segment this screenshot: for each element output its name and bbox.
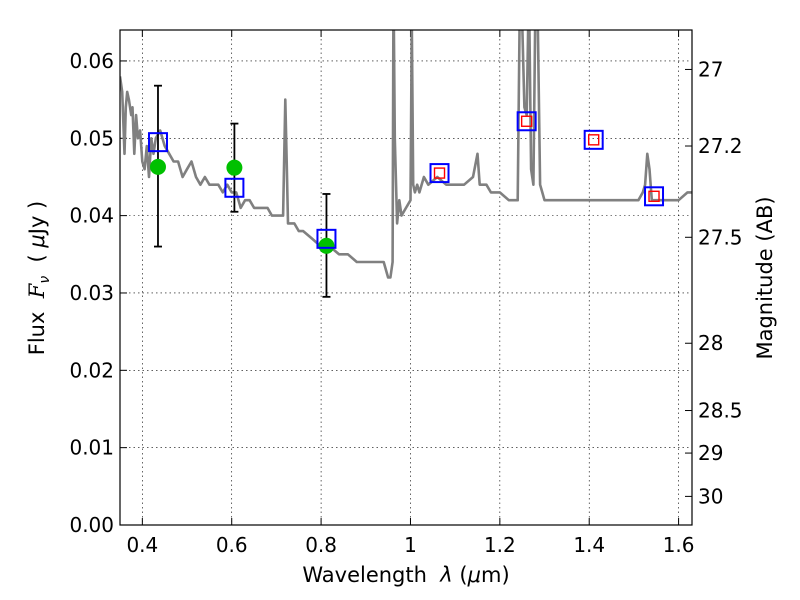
y-axis-mu: μ (25, 234, 49, 248)
y-axis-unit: Jy ) (25, 201, 49, 237)
x-axis-paren-open: ( (453, 563, 468, 587)
blue-square-marker (429, 163, 450, 184)
y-tick-label: 0.03 (69, 281, 114, 305)
x-axis-unit: m) (481, 563, 510, 587)
observed-point (226, 159, 243, 176)
x-axis-mu: μ (467, 563, 481, 587)
y-tick-label: 0.01 (69, 436, 114, 460)
right-tick-label: 28 (698, 331, 723, 355)
x-axis-lambda: λ (439, 563, 452, 587)
y-tick-label: 0.00 (69, 513, 114, 537)
y-axis-paren-open: ( (25, 248, 49, 276)
y-tick-label: 0.04 (69, 204, 114, 228)
grid (120, 30, 692, 526)
right-axis-label-text: Magnitude (AB) (753, 196, 777, 359)
x-axis-label-text: Wavelength (302, 563, 440, 587)
blue-square-marker (316, 228, 337, 249)
blue-square-marker (224, 177, 245, 198)
x-tick-label: 1.4 (573, 533, 605, 557)
x-axis-label: Wavelength λ (μm) (302, 563, 509, 587)
y-axis-nu: ν (37, 276, 53, 284)
right-tick-label: 27.2 (698, 134, 743, 158)
red-square-marker (433, 167, 446, 179)
x-tick-label: 1.6 (663, 533, 695, 557)
svg-text:Wavelength λ (μm): Wavelength λ (μm) (302, 563, 509, 587)
y-tick-label: 0.06 (69, 49, 114, 73)
svg-text:Flux Fν ( μJy ): Flux Fν ( μJy ) (25, 201, 53, 356)
right-axis-label: Magnitude (AB) (753, 196, 777, 359)
y-axis-f: F (25, 282, 49, 299)
plot-area (120, 30, 692, 298)
blue-square-marker (583, 129, 604, 150)
x-tick-label: 1.2 (484, 533, 516, 557)
blue-square-marker (644, 186, 665, 207)
plot-frame (119, 29, 693, 526)
observed-point (149, 158, 166, 175)
right-tick-label: 27 (698, 57, 723, 81)
right-tick-label: 29 (698, 441, 723, 465)
y-axis-label: Flux Fν ( μJy ) (25, 201, 53, 356)
red-square-marker (587, 134, 600, 146)
y-tick-label: 0.05 (69, 126, 114, 150)
axis-ticks: 0.4 0.6 0.8 1 1.2 1.4 1.6 0.00 0.01 0.02 0.03 0.04 0… (69, 30, 743, 557)
y-tick-label: 0.02 (69, 358, 114, 382)
x-tick-label: 1 (404, 533, 417, 557)
red-square-marker (648, 190, 660, 202)
x-tick-label: 0.8 (305, 533, 337, 557)
x-tick-label: 0.6 (216, 533, 248, 557)
plot-content (120, 30, 692, 298)
y-axis-label-text: Flux (25, 298, 49, 355)
observed-point (318, 237, 335, 254)
blue-square-marker (516, 111, 537, 132)
right-tick-label: 28.5 (698, 399, 743, 423)
x-tick-label: 0.4 (126, 533, 158, 557)
red-square-marker (520, 115, 533, 127)
sed-line (120, 30, 692, 279)
right-tick-label: 27.5 (698, 225, 743, 249)
right-tick-label: 30 (698, 484, 723, 508)
blue-square-marker (147, 132, 168, 153)
